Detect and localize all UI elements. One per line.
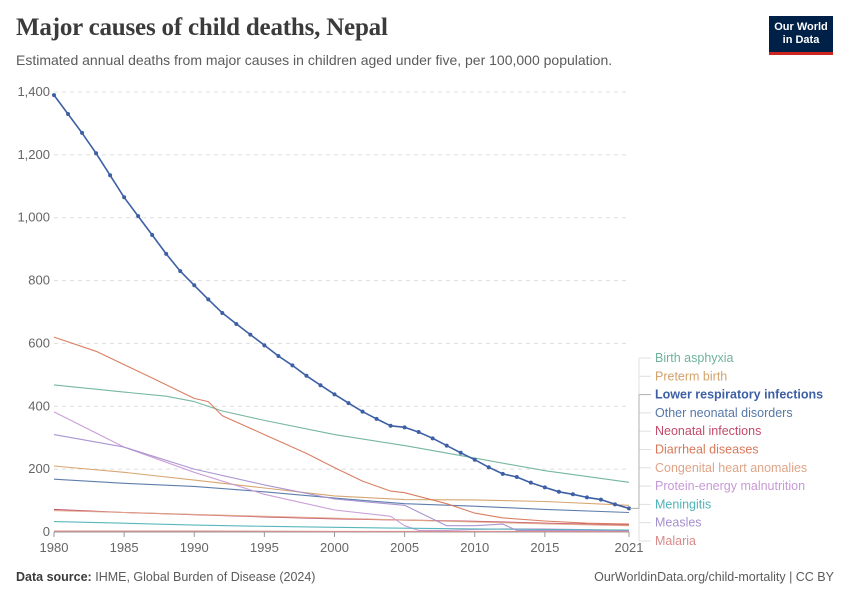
x-tick-label: 1990 bbox=[180, 540, 209, 555]
data-point bbox=[374, 416, 379, 421]
legend-pointer bbox=[630, 394, 640, 509]
data-point bbox=[570, 492, 575, 497]
x-tick-label: 2005 bbox=[390, 540, 419, 555]
x-tick-label: 1995 bbox=[250, 540, 279, 555]
series-markers bbox=[52, 93, 631, 511]
y-tick-label: 1,400 bbox=[17, 84, 50, 99]
data-source-label: Data source: bbox=[16, 570, 92, 584]
data-point bbox=[416, 430, 421, 435]
y-axis: 0 200 400 600 800 1,000 1,200 1,400 bbox=[17, 84, 50, 539]
data-point bbox=[556, 489, 561, 494]
data-point bbox=[304, 373, 309, 378]
legend-label[interactable]: Meningitis bbox=[655, 497, 711, 511]
legend-label[interactable]: Other neonatal disorders bbox=[655, 406, 793, 420]
data-point bbox=[458, 450, 463, 455]
legend-label[interactable]: Diarrheal diseases bbox=[655, 443, 759, 457]
series-line-preterm-birth bbox=[53, 465, 630, 506]
y-tick-label: 1,200 bbox=[17, 147, 50, 162]
data-point bbox=[290, 363, 295, 368]
legend-label[interactable]: Congenital heart anomalies bbox=[655, 461, 807, 475]
series-line-birth-asphyxia bbox=[53, 384, 630, 483]
y-tick-label: 0 bbox=[43, 524, 50, 539]
data-point bbox=[164, 251, 169, 256]
data-point bbox=[360, 409, 365, 414]
x-tick-label: 2021 bbox=[615, 540, 644, 555]
data-point bbox=[136, 214, 141, 219]
data-point bbox=[514, 475, 519, 479]
x-tick-label: 1985 bbox=[110, 540, 139, 555]
data-point bbox=[108, 173, 113, 178]
data-point bbox=[150, 233, 155, 237]
data-point bbox=[94, 151, 99, 156]
x-tick-label: 2010 bbox=[460, 540, 489, 555]
legend-label[interactable]: Protein-energy malnutrition bbox=[655, 479, 805, 493]
data-source: Data source: IHME, Global Burden of Dise… bbox=[16, 570, 315, 584]
data-point bbox=[52, 93, 56, 98]
x-axis: 1980 1985 1990 1995 2000 2005 2010 2015 2021 bbox=[40, 531, 644, 555]
legend-label[interactable]: Measles bbox=[655, 516, 702, 530]
data-point bbox=[318, 383, 323, 388]
data-point bbox=[500, 471, 505, 476]
series-line-malaria bbox=[54, 530, 630, 533]
series-line-meningitis bbox=[53, 521, 630, 531]
legend-label[interactable]: Malaria bbox=[655, 534, 696, 548]
data-point bbox=[262, 343, 267, 348]
series-lines bbox=[53, 94, 630, 533]
logo-line-1: Our World bbox=[774, 21, 828, 33]
y-tick-label: 400 bbox=[28, 398, 50, 413]
chart-title: Major causes of child deaths, Nepal bbox=[16, 14, 388, 41]
data-point bbox=[122, 195, 127, 200]
data-point bbox=[192, 283, 197, 288]
data-source-text: IHME, Global Burden of Disease (2024) bbox=[95, 570, 316, 584]
legend-label[interactable]: Birth asphyxia bbox=[655, 351, 734, 365]
logo-line-2: in Data bbox=[782, 34, 820, 46]
data-point bbox=[80, 130, 85, 135]
legend: Birth asphyxia Preterm birth Lower respira… bbox=[630, 351, 823, 548]
data-point bbox=[528, 480, 533, 485]
data-point bbox=[584, 495, 589, 500]
legend-label[interactable]: Neonatal infections bbox=[655, 424, 761, 438]
series-line-congenital-heart-anomalies bbox=[53, 510, 630, 527]
owid-logo[interactable]: Our World in Data bbox=[769, 16, 833, 55]
data-point bbox=[276, 354, 281, 358]
y-tick-label: 800 bbox=[28, 273, 50, 288]
data-point bbox=[346, 401, 351, 406]
data-point bbox=[444, 443, 449, 448]
gridlines bbox=[54, 91, 629, 470]
data-point bbox=[542, 485, 547, 490]
data-point bbox=[178, 269, 183, 274]
data-point bbox=[66, 112, 71, 116]
series-line-diarrheal-diseases bbox=[53, 336, 630, 525]
data-point bbox=[402, 425, 407, 430]
data-point bbox=[598, 497, 603, 502]
chart-subtitle: Estimated annual deaths from major cause… bbox=[16, 52, 613, 68]
data-point bbox=[248, 332, 253, 337]
series-line-measles bbox=[53, 434, 630, 532]
data-point bbox=[612, 502, 617, 507]
x-tick-label: 2000 bbox=[320, 540, 349, 555]
y-tick-label: 600 bbox=[28, 335, 50, 350]
data-point bbox=[206, 297, 211, 302]
x-tick-label: 1980 bbox=[40, 540, 69, 555]
source-url[interactable]: OurWorldinData.org/child-mortality | CC … bbox=[594, 570, 834, 584]
x-tick-label: 2015 bbox=[530, 540, 559, 555]
data-point bbox=[472, 457, 477, 462]
data-point bbox=[234, 321, 239, 326]
data-point bbox=[388, 423, 393, 428]
legend-label[interactable]: Lower respiratory infections bbox=[655, 388, 823, 402]
y-tick-label: 1,000 bbox=[17, 210, 50, 225]
data-point bbox=[486, 465, 491, 470]
data-point bbox=[430, 436, 435, 441]
y-tick-label: 200 bbox=[28, 461, 50, 476]
series-line-lower-respiratory-infections bbox=[53, 94, 630, 510]
legend-label[interactable]: Preterm birth bbox=[655, 369, 727, 383]
series-line-neonatal-infections bbox=[53, 508, 630, 526]
data-point bbox=[332, 392, 337, 397]
data-point bbox=[627, 506, 631, 511]
data-point bbox=[220, 310, 225, 315]
series-line-other-neonatal-disorders bbox=[53, 478, 630, 514]
